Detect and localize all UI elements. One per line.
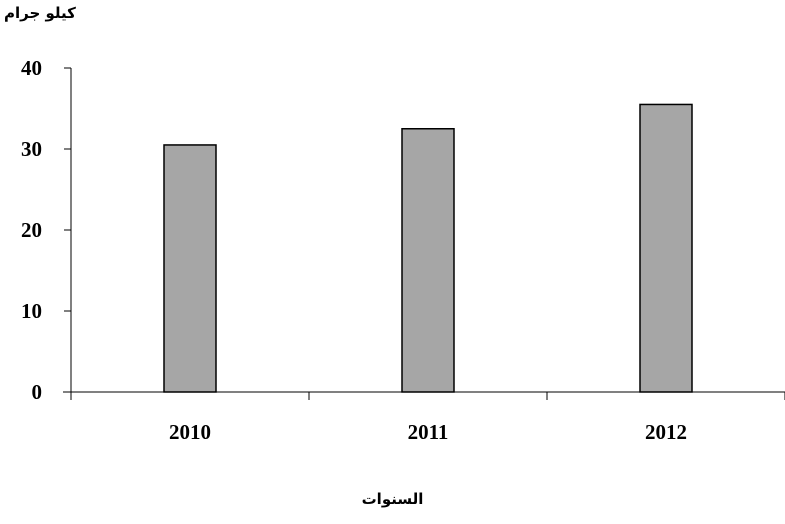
bars (163, 103, 693, 393)
y-tick-label: 40 (21, 56, 42, 80)
y-tick-label: 10 (21, 299, 42, 323)
bar-2012 (639, 103, 693, 393)
x-axis-title: السنوات (361, 490, 424, 508)
bar-2011 (401, 128, 455, 393)
bar-2010 (163, 144, 217, 393)
y-axis-unit-label: كيلو جرام (4, 4, 76, 22)
x-tick-labels: 2010 2011 2012 (169, 420, 687, 444)
x-tick-label: 2012 (645, 420, 687, 444)
y-tick-label: 0 (32, 380, 43, 404)
x-tick-label: 2010 (169, 420, 211, 444)
y-tick-label: 20 (21, 218, 42, 242)
y-tick-label: 30 (21, 137, 42, 161)
y-tick-labels: 0 10 20 30 40 (21, 56, 42, 404)
x-tick-label: 2011 (408, 420, 449, 444)
